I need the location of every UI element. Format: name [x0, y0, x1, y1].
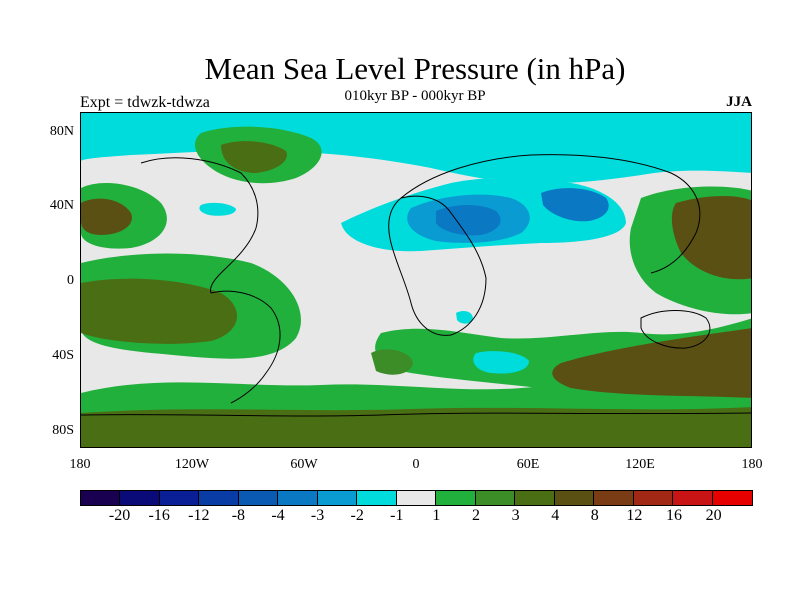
north-pacific-positive-core — [81, 198, 132, 235]
colorbar-label: -12 — [188, 507, 210, 524]
west-pacific-positive-core — [671, 196, 751, 280]
lon-label-120e: 120E — [625, 457, 655, 472]
colorbar-swatch — [554, 491, 595, 505]
north-america-coast — [140, 157, 259, 294]
colorbar-label: 4 — [551, 507, 560, 524]
colorbar-label: -1 — [390, 507, 404, 524]
equatorial-negative-patch — [456, 311, 473, 324]
colorbar-swatch — [673, 491, 713, 505]
australia-coast — [640, 310, 711, 349]
coastlines — [81, 154, 751, 417]
lat-label-80s: 80S — [52, 423, 74, 438]
lon-label-120w: 120W — [174, 457, 210, 472]
lat-label-0: 0 — [67, 273, 74, 288]
colorbar-swatch — [633, 491, 674, 505]
lat-label-40n: 40N — [49, 198, 74, 213]
lon-label-0: 0 — [412, 457, 420, 472]
colorbar-swatch — [278, 491, 318, 505]
chart-title: Mean Sea Level Pressure (in hPa) — [204, 51, 626, 86]
colorbar-swatch — [357, 491, 397, 505]
eurasia-negative-core — [436, 205, 501, 236]
colorbar-label: -16 — [148, 507, 170, 524]
colorbar-swatch — [199, 491, 239, 505]
colorbar-swatch — [238, 491, 279, 505]
colorbar-label: -20 — [108, 507, 131, 524]
lat-label-40s: 40S — [52, 348, 74, 363]
south-indian-negative-patch — [473, 351, 529, 374]
colorbar-swatch — [712, 491, 753, 505]
colorbar-swatch — [81, 491, 121, 505]
south-atlantic-positive-core — [371, 349, 413, 375]
colorbar-label: -2 — [350, 507, 364, 524]
lat-label-80n: 80N — [49, 124, 74, 139]
colorbar-swatch — [317, 491, 358, 505]
colorbar-label: -3 — [310, 507, 325, 524]
colorbar-swatch — [475, 491, 516, 505]
north-atlantic-negative-patch — [199, 202, 236, 216]
colorbar-swatch — [159, 491, 200, 505]
colorbar-swatch — [396, 491, 437, 505]
colorbar-label: 1 — [432, 507, 441, 524]
lon-label-60w: 60W — [290, 457, 318, 472]
experiment-label: Expt = tdwzk-tdwza — [80, 94, 210, 111]
africa-coast — [388, 195, 487, 336]
colorbar-swatch — [436, 491, 476, 505]
colorbar-label: -4 — [271, 507, 285, 524]
antarctic-anomaly-band — [81, 407, 751, 447]
colorbar-label: 20 — [705, 507, 722, 524]
lon-label-60e: 60E — [516, 457, 540, 472]
map-svg — [81, 113, 751, 447]
pressure-anomaly-map — [80, 112, 752, 448]
colorbar-label: 3 — [511, 507, 520, 524]
lon-label-180w: 180 — [69, 457, 91, 472]
colorbar-swatch — [515, 491, 555, 505]
south-pacific-positive-core — [81, 278, 238, 344]
greenland-positive-core — [221, 141, 287, 173]
colorbar — [80, 490, 754, 506]
eurasia-coast — [400, 154, 701, 274]
chart-subtitle: 010kyr BP - 000kyr BP — [344, 88, 486, 104]
colorbar-label: 8 — [590, 507, 599, 524]
colorbar-swatch — [120, 491, 160, 505]
south-america-coast — [210, 290, 281, 404]
colorbar-label: 16 — [666, 507, 682, 524]
antarctica-coast — [81, 412, 751, 417]
colorbar-label: 2 — [472, 507, 480, 524]
south-indian-positive-core — [552, 328, 751, 398]
colorbar-label: -8 — [231, 507, 246, 524]
colorbar-swatch — [594, 491, 634, 505]
central-asia-negative-core — [541, 188, 609, 222]
season-label: JJA — [726, 94, 752, 110]
lon-label-180e: 180 — [741, 457, 763, 472]
colorbar-label: 12 — [626, 507, 643, 524]
